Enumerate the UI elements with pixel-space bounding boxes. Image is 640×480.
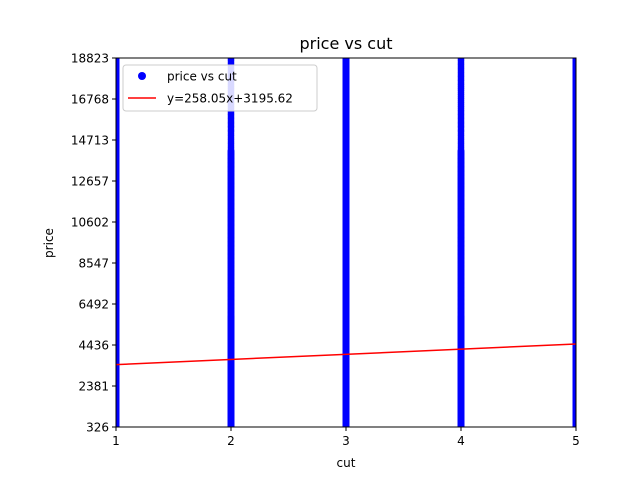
scatter-point	[116, 58, 120, 62]
legend-box	[122, 64, 318, 112]
x-tick-label: 5	[572, 434, 580, 448]
y-tick-label: 12657	[71, 175, 109, 189]
scatter-column-4	[457, 58, 465, 427]
scatter-column-1	[116, 58, 120, 427]
chart-title: price vs cut	[299, 34, 392, 53]
y-tick-label: 14713	[71, 133, 109, 147]
y-tick-label: 16768	[71, 92, 109, 106]
y-tick-label: 8547	[78, 256, 109, 270]
y-axis-label: price	[42, 228, 56, 258]
x-axis-label: cut	[337, 456, 356, 470]
y-tick-label: 10602	[71, 216, 109, 230]
axes: 1 2 3 4 5 326 2381 4436 6492 8547 10602 12657 14713 1…	[71, 52, 580, 449]
y-tick-label: 2381	[78, 380, 109, 394]
x-tick-label: 1	[112, 434, 120, 448]
scatter-point	[572, 58, 576, 62]
x-tick-label: 2	[227, 434, 235, 448]
y-tick-label: 4436	[78, 339, 109, 353]
x-tick-label: 3	[342, 434, 350, 448]
plot-inner	[116, 58, 576, 427]
y-tick-label: 326	[86, 421, 109, 435]
legend-marker-scatter	[138, 72, 146, 80]
scatter-column-3	[342, 58, 350, 427]
regression-line	[116, 343, 576, 366]
legend: price vs cut y=258.05x+3195.62	[122, 64, 318, 112]
y-tick-label: 18823	[71, 52, 109, 66]
y-tick-label: 6492	[78, 297, 109, 311]
legend-label-scatter: price vs cut	[167, 70, 237, 84]
scatter-point	[342, 58, 350, 62]
legend-label-line: y=258.05x+3195.62	[167, 92, 293, 106]
scatter-point	[457, 58, 465, 62]
plot-area	[116, 58, 576, 427]
scatter-point	[227, 58, 235, 62]
x-tick-label: 4	[457, 434, 465, 448]
scatter-column-5	[572, 58, 576, 427]
